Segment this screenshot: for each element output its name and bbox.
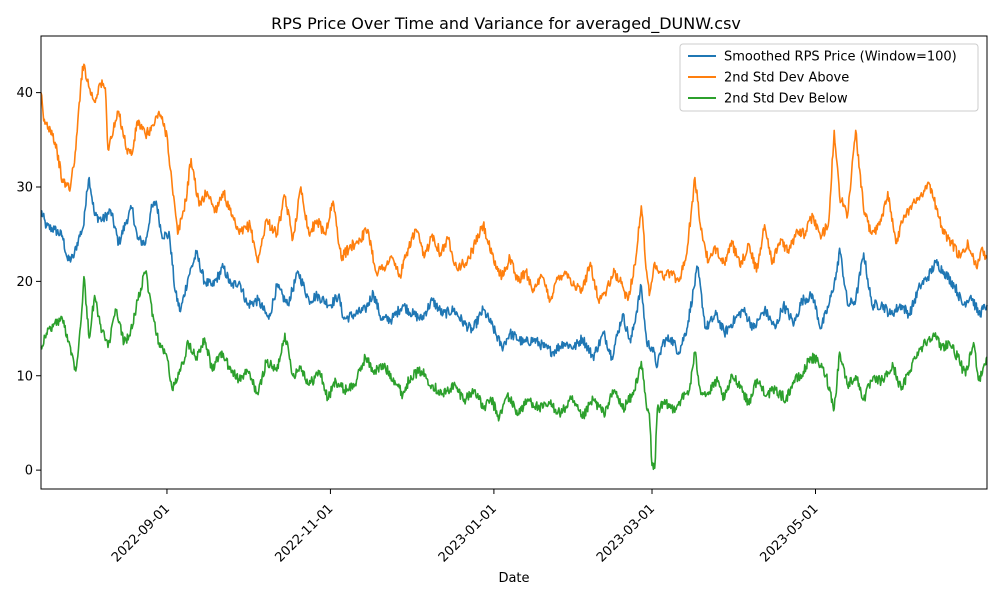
legend-label-1: 2nd Std Dev Above xyxy=(724,71,849,86)
x-tick-label: 2023-05-01 xyxy=(757,501,821,565)
x-tick-label: 2023-01-01 xyxy=(436,501,500,565)
legend: Smoothed RPS Price (Window=100) 2nd Std D… xyxy=(679,43,979,112)
series-layer xyxy=(40,63,988,471)
y-tick-label: 40 xyxy=(16,86,33,101)
x-axis-label: Date xyxy=(498,571,529,586)
chart-title: RPS Price Over Time and Variance for ave… xyxy=(271,14,741,34)
series-line-2 xyxy=(40,270,988,471)
plot-frame xyxy=(40,35,988,490)
x-tick-label: 2022-11-01 xyxy=(272,501,336,565)
y-tick-label: 30 xyxy=(16,181,33,196)
x-tick-label: 2022-09-01 xyxy=(109,501,173,565)
x-tick-label: 2023-03-01 xyxy=(594,501,658,565)
y-axis: 0 10 20 30 40 xyxy=(16,86,41,479)
y-tick-label: 20 xyxy=(16,275,33,290)
legend-label-2: 2nd Std Dev Below xyxy=(724,92,848,107)
y-tick-label: 0 xyxy=(25,464,33,479)
series-line-0 xyxy=(40,176,988,369)
x-axis: 2022-09-01 2022-11-01 2023-01-01 2023-03-01… xyxy=(109,489,822,565)
y-tick-label: 10 xyxy=(16,369,33,384)
legend-box xyxy=(679,43,979,112)
series-line-1 xyxy=(40,63,988,304)
legend-label-0: Smoothed RPS Price (Window=100) xyxy=(724,50,957,65)
